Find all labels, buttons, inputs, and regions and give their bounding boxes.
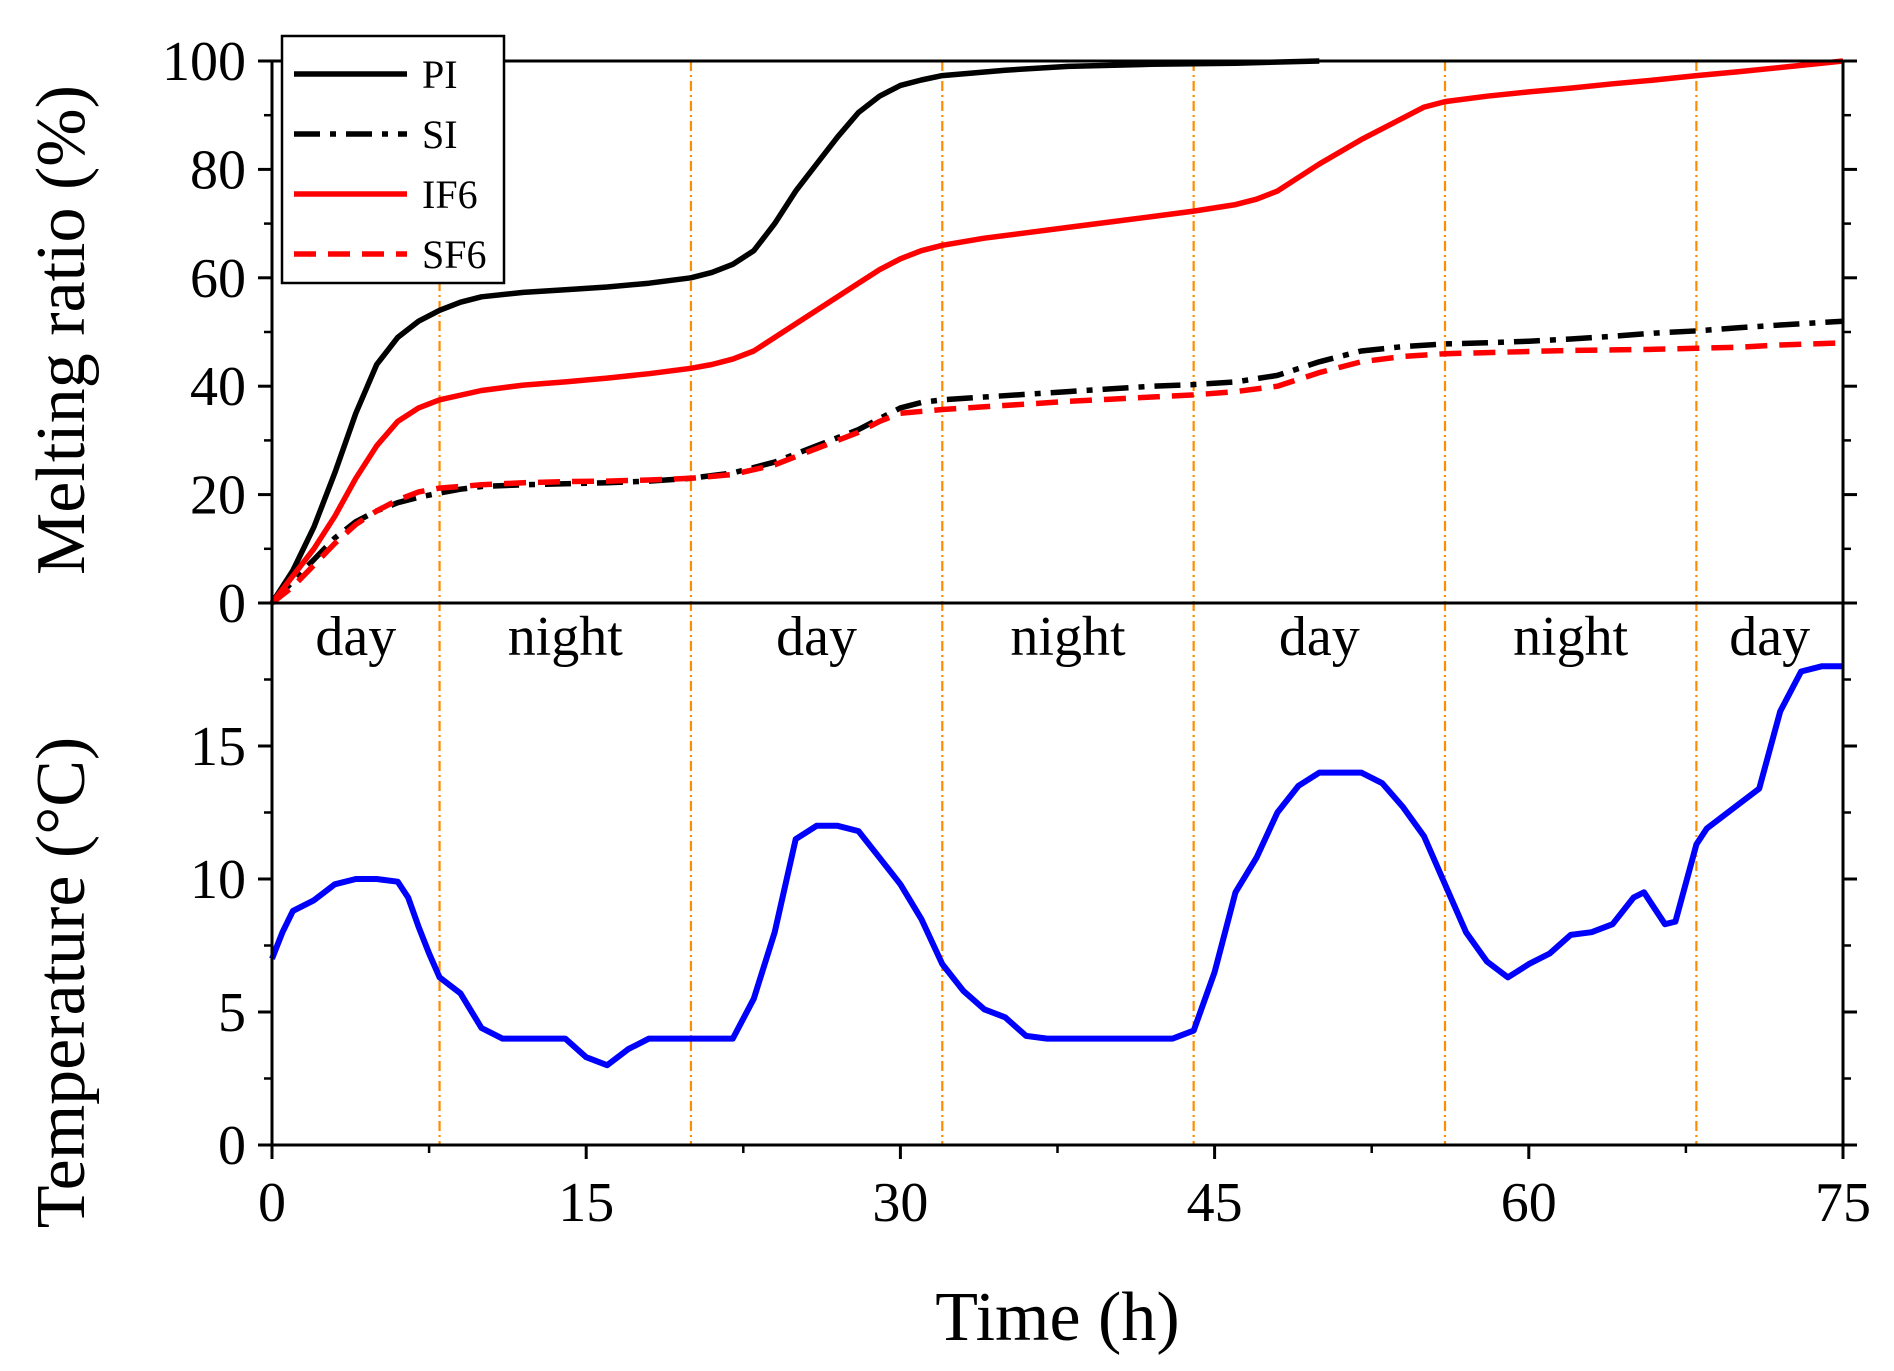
bottom-y-tick-label-3: 15 — [190, 716, 246, 778]
y-axis-title-temperature: Temperature (°C) — [23, 737, 100, 1228]
period-label-night: night — [1010, 606, 1126, 668]
period-label-night: night — [508, 606, 624, 668]
legend-label-if6: IF6 — [422, 172, 478, 217]
series-line-pi — [269, 58, 1320, 605]
top-y-tick-label-5: 100 — [162, 31, 246, 93]
legend-label-sf6: SF6 — [422, 232, 487, 277]
melting-ratio-series — [269, 58, 1844, 606]
series-line-si — [270, 318, 1844, 605]
temperature-series — [269, 663, 1843, 1069]
x-tick-label-5: 75 — [1815, 1172, 1871, 1234]
legend-label-pi: PI — [422, 52, 458, 97]
legend-label-si: SI — [422, 112, 458, 157]
axes-frame: 0 20 40 60 80 100 0 5 10 15 0 15 30 45 60 75 — [162, 31, 1871, 1234]
series-line-if6 — [269, 58, 1844, 605]
x-tick-label-3: 45 — [1187, 1172, 1243, 1234]
x-tick-label-1: 15 — [558, 1172, 614, 1234]
bottom-y-tick-label-1: 5 — [218, 982, 246, 1044]
top-y-tick-label-4: 80 — [190, 139, 246, 201]
series-line-sf6 — [270, 340, 1844, 606]
top-y-tick-label-0: 0 — [218, 573, 246, 635]
series-line-temperature — [269, 663, 1843, 1069]
period-label-day: day — [1279, 606, 1360, 668]
top-y-tick-label-2: 40 — [190, 356, 246, 418]
y-axis-title-melting-ratio: Melting ratio (%) — [23, 85, 100, 575]
legend-box — [280, 34, 506, 285]
period-label-day: day — [776, 606, 857, 668]
day-night-labels: day night day night day night day — [315, 606, 1810, 668]
period-label-day: day — [315, 606, 396, 668]
x-tick-label-2: 30 — [872, 1172, 928, 1234]
x-axis-title: Time (h) — [935, 1279, 1179, 1356]
x-tick-label-4: 60 — [1501, 1172, 1557, 1234]
legend: PI SI IF6 SF6 — [280, 34, 506, 285]
x-tick-label-0: 0 — [258, 1172, 286, 1234]
bottom-y-tick-label-2: 10 — [190, 849, 246, 911]
bottom-y-tick-label-0: 0 — [218, 1115, 246, 1177]
period-label-day: day — [1729, 606, 1810, 668]
top-y-tick-label-3: 60 — [190, 248, 246, 310]
period-label-night: night — [1513, 606, 1629, 668]
top-y-tick-label-1: 20 — [190, 465, 246, 527]
